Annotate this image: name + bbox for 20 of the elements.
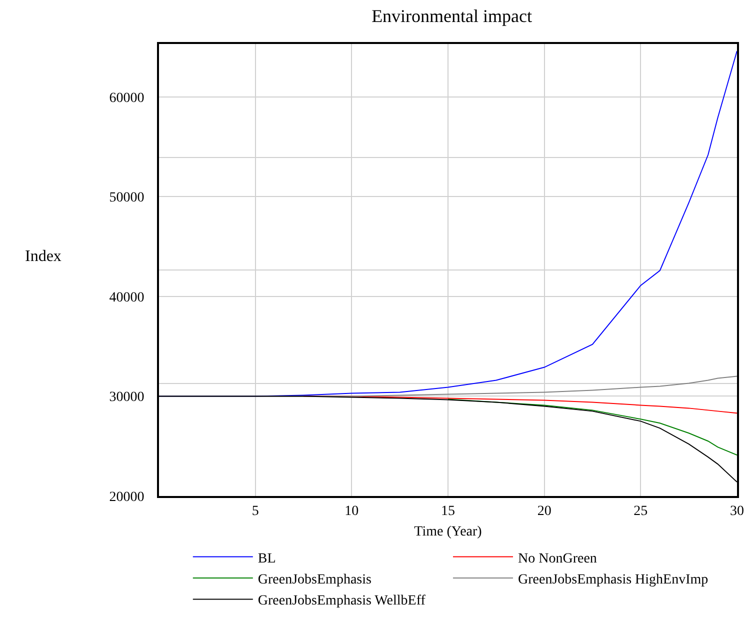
legend-label: GreenJobsEmphasis HighEnvImp	[518, 572, 708, 588]
legend-label: BL	[258, 551, 276, 566]
x-axis-title: Time (Year)	[414, 524, 482, 540]
legend-label: GreenJobsEmphasis	[258, 572, 372, 588]
y-axis-title: Index	[25, 248, 62, 265]
legend-label: GreenJobsEmphasis WellbEff	[258, 594, 426, 609]
y-tick-label: 30000	[109, 390, 144, 406]
x-tick-label: 20	[537, 504, 552, 519]
y-tick-label: 60000	[109, 90, 144, 106]
chart-title: Environmental impact	[372, 6, 532, 26]
y-tick-label: 50000	[109, 190, 144, 206]
x-tick-label: 10	[344, 504, 359, 519]
x-tick-label: 30	[730, 504, 744, 519]
x-tick-label: 25	[634, 504, 648, 519]
x-tick-label: 5	[252, 504, 259, 519]
line-series	[448, 398, 737, 456]
x-tick-label: 15	[441, 504, 455, 519]
y-tick-label: 40000	[109, 290, 144, 306]
y-tick-label: 20000	[109, 490, 144, 505]
legend-label: No NonGreen	[518, 551, 597, 566]
